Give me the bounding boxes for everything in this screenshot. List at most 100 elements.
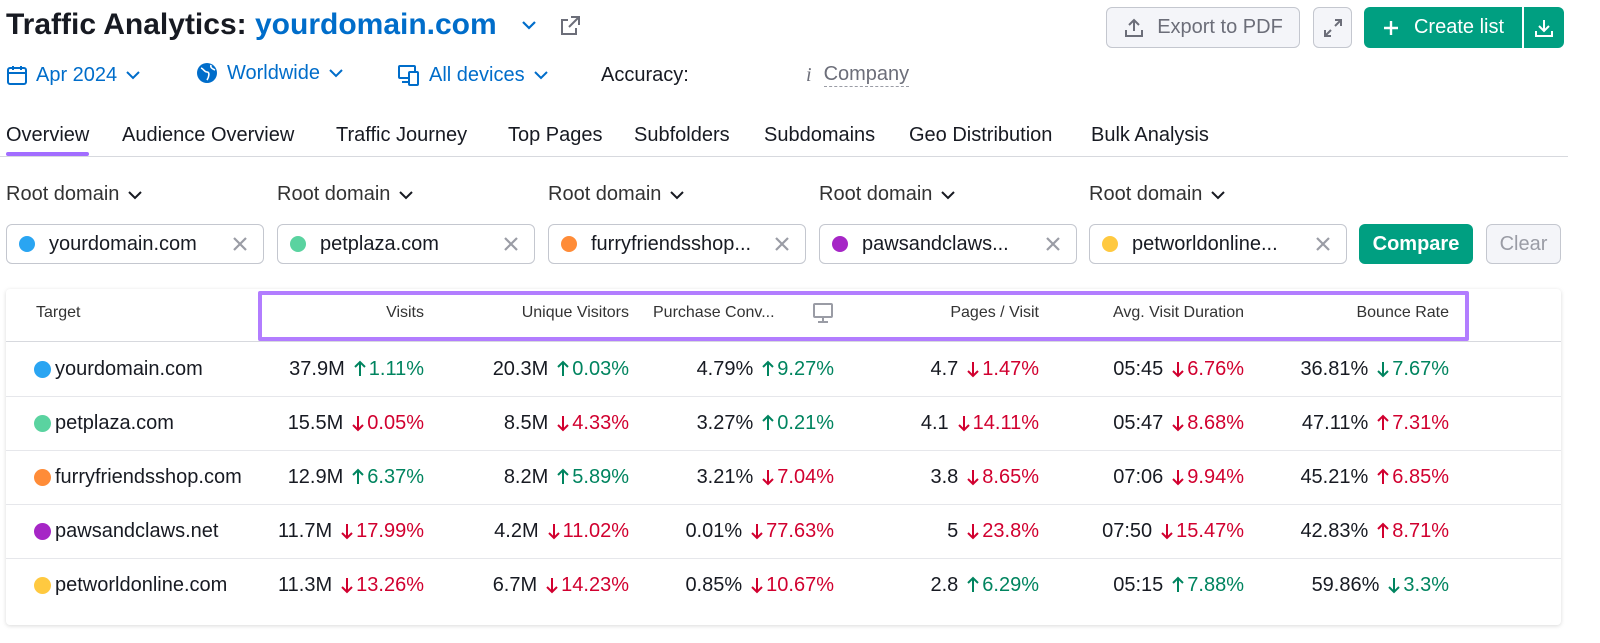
tab[interactable]: Traffic Journey xyxy=(336,124,468,146)
metric-change: 5.89% xyxy=(572,465,629,488)
column-header[interactable]: Pages / Visit xyxy=(950,304,1039,321)
device: All devices xyxy=(429,63,525,86)
metric-value: 07:06 xyxy=(1113,465,1164,488)
column-header[interactable]: Bounce Rate xyxy=(1356,304,1449,321)
target-cell: furryfriendsshop.com xyxy=(34,462,242,492)
root-domain-select[interactable]: Root domain xyxy=(277,183,414,206)
trend-arrow xyxy=(762,470,774,486)
create-list-button[interactable]: Create list xyxy=(1364,7,1522,48)
metric-change: 9.27% xyxy=(777,357,834,380)
metric-change: 14.23% xyxy=(561,573,629,596)
trend-arrow xyxy=(762,360,774,376)
trend-arrow xyxy=(547,524,560,540)
metric-change: 9.94% xyxy=(1187,465,1244,488)
external-link[interactable] xyxy=(558,14,582,38)
row-divider xyxy=(6,558,1561,559)
device-filter[interactable]: All devices xyxy=(397,60,549,90)
chevron xyxy=(1211,190,1226,199)
target-dot xyxy=(34,360,51,378)
accuracy-label: Accuracy: xyxy=(601,63,689,86)
tab[interactable]: Top Pages xyxy=(508,124,603,146)
highlight-box xyxy=(258,291,1469,341)
trend-arrow xyxy=(557,468,569,484)
domain-dropdown[interactable] xyxy=(520,16,538,34)
metric-cell: 2.8 6.29% xyxy=(930,570,1039,600)
location-filter[interactable]: Worldwide xyxy=(195,58,344,88)
metric-value: 05:47 xyxy=(1113,411,1164,434)
domain-input[interactable]: petworldonline... xyxy=(1089,224,1347,264)
column-header[interactable]: Avg. Visit Duration xyxy=(1112,304,1244,321)
metric-change: 8.68% xyxy=(1187,411,1244,434)
chevron xyxy=(329,69,343,78)
expand-button[interactable] xyxy=(1313,7,1352,48)
metric-change: 0.03% xyxy=(572,357,629,380)
metric-cell: 3.21% 7.04% xyxy=(697,462,834,492)
date-filter[interactable]: Apr 2024 xyxy=(6,60,141,90)
target-domain[interactable]: yourdomain.com xyxy=(55,357,203,380)
clear-button[interactable]: Clear xyxy=(1486,224,1561,264)
column-header[interactable]: Purchase Conv... xyxy=(653,304,775,321)
target-domain[interactable]: furryfriendsshop.com xyxy=(55,465,242,488)
column-header[interactable]: Target xyxy=(36,304,81,321)
domain-text: yourdomain.com xyxy=(49,232,197,255)
metric-change: 23.8% xyxy=(982,519,1039,542)
root-domain-label: Root domain xyxy=(6,183,120,205)
remove-icon[interactable] xyxy=(1044,235,1062,253)
metric-value: 36.81% xyxy=(1300,357,1369,380)
root-domain-select[interactable]: Root domain xyxy=(6,183,143,206)
metric-value: 07:50 xyxy=(1102,519,1153,542)
metric-cell: 20.3M 0.03% xyxy=(493,354,629,384)
metric-value: 20.3M xyxy=(492,357,549,380)
domain-input[interactable]: pawsandclaws... xyxy=(819,224,1077,264)
column-header[interactable]: Unique Visitors xyxy=(521,304,629,321)
domain-link[interactable]: yourdomain.com xyxy=(254,8,497,41)
remove-icon[interactable] xyxy=(773,235,791,253)
page-title: Traffic Analytics: yourdomain.com xyxy=(6,8,497,42)
tab[interactable]: Subdomains xyxy=(764,124,876,146)
target-domain[interactable]: pawsandclaws.net xyxy=(55,519,219,542)
metric-cell: 47.11% 7.31% xyxy=(1302,408,1449,438)
target-dot xyxy=(34,522,51,540)
info-icon: i xyxy=(806,63,812,86)
metric-value: 11.7M xyxy=(278,519,333,542)
remove-icon[interactable] xyxy=(1314,235,1332,253)
tab[interactable]: Subfolders xyxy=(634,124,730,146)
metric-change: 8.65% xyxy=(982,465,1039,488)
metric-change: 77.63% xyxy=(766,519,834,542)
compare-button[interactable]: Compare xyxy=(1359,224,1473,264)
domain-dot xyxy=(290,236,306,252)
export-button[interactable]: Export to PDF xyxy=(1106,7,1300,48)
domain-input[interactable]: furryfriendsshop... xyxy=(548,224,806,264)
metric-cell: 59.86% 3.3% xyxy=(1312,570,1449,600)
metric-cell: 37.9M 1.11% xyxy=(289,354,424,384)
download-button[interactable] xyxy=(1524,7,1564,48)
target-domain[interactable]: petplaza.com xyxy=(55,411,174,434)
metric-value: 0.01% xyxy=(685,519,743,542)
metric-value: 4.1 xyxy=(920,411,949,434)
location: Worldwide xyxy=(227,61,320,84)
root-domain-select[interactable]: Root domain xyxy=(548,183,685,206)
tab[interactable]: Bulk Analysis xyxy=(1091,124,1209,146)
tab[interactable]: Overview xyxy=(6,124,90,146)
metric-value: 05:15 xyxy=(1113,573,1164,596)
column-header[interactable]: Visits xyxy=(386,304,424,321)
trend-arrow xyxy=(1377,414,1389,430)
target-cell: petplaza.com xyxy=(34,408,174,438)
metric-cell: 4.2M 11.02% xyxy=(494,516,629,546)
remove-icon[interactable] xyxy=(231,235,249,253)
remove-icon[interactable] xyxy=(502,235,520,253)
metric-change: 6.37% xyxy=(367,465,424,488)
metric-change: 15.47% xyxy=(1176,519,1244,542)
domain-input[interactable]: yourdomain.com xyxy=(6,224,264,264)
metric-value: 47.11% xyxy=(1301,411,1369,434)
trend-arrow xyxy=(1161,524,1173,540)
root-domain-select[interactable]: Root domain xyxy=(819,183,956,206)
tab[interactable]: Audience Overview xyxy=(122,124,295,146)
root-domain-select[interactable]: Root domain xyxy=(1089,183,1226,206)
company-filter[interactable]: i Company xyxy=(806,60,910,90)
domain-input[interactable]: petplaza.com xyxy=(277,224,535,264)
metric-cell: 05:15 7.88% xyxy=(1113,570,1244,600)
target-domain[interactable]: petworldonline.com xyxy=(55,573,228,596)
tab[interactable]: Geo Distribution xyxy=(909,124,1053,146)
metric-value: 37.9M xyxy=(289,357,345,380)
